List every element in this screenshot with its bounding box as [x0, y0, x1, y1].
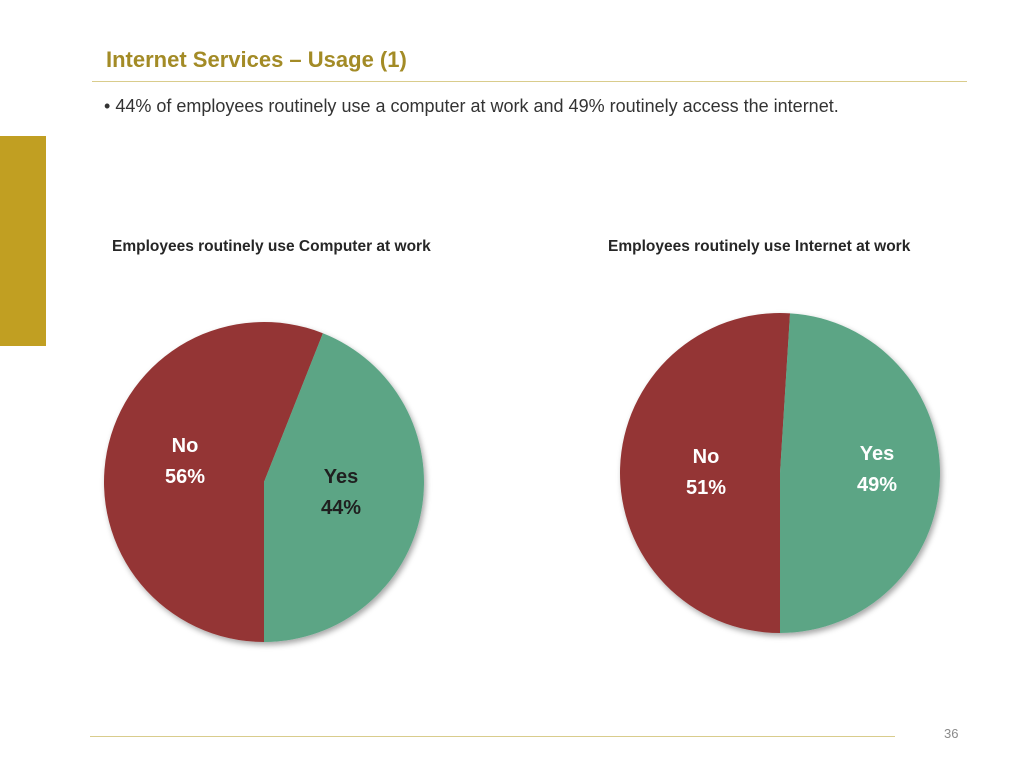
pie-slice-no	[619, 313, 791, 633]
slice-value-no: 51%	[686, 477, 726, 499]
page-number: 36	[944, 726, 959, 741]
chart-2-title: Employees routinely use Internet at work	[608, 238, 911, 255]
slice-label-yes: Yes	[860, 443, 894, 465]
chart-1-title: Employees routinely use Computer at work	[112, 238, 431, 255]
slice-label-no: No	[172, 435, 199, 457]
slide-title: Internet Services – Usage (1)	[106, 47, 407, 72]
footer-divider	[90, 736, 895, 737]
title-divider	[92, 81, 967, 82]
pie-slice-yes	[264, 333, 425, 642]
slice-value-no: 56%	[165, 466, 205, 488]
bullet-text: • 44% of employees routinely use a compu…	[104, 96, 839, 116]
pie-chart-computer-labels: No 56% Yes 44%	[165, 435, 361, 519]
pie-slice-yes	[780, 313, 940, 633]
pie-chart-computer	[104, 322, 425, 642]
accent-side-bar	[0, 136, 46, 346]
pie-slice-no	[104, 322, 323, 642]
slice-label-no: No	[693, 446, 720, 468]
pie-chart-internet	[619, 313, 940, 633]
pie-chart-internet-labels: No 51% Yes 49%	[686, 443, 897, 499]
slice-value-yes: 44%	[321, 497, 361, 519]
bullet-text-content: 44% of employees routinely use a compute…	[115, 96, 839, 116]
slice-label-yes: Yes	[324, 466, 358, 488]
slice-value-yes: 49%	[857, 474, 897, 496]
